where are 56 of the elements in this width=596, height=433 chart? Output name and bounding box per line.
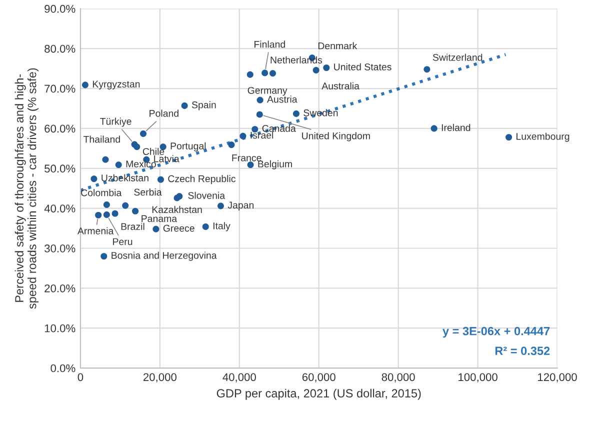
- data-label: Panama: [142, 215, 178, 222]
- y-tick-label: 70.0%: [44, 84, 76, 93]
- data-label: Finland: [254, 40, 285, 48]
- data-label: Latvia: [154, 155, 180, 162]
- data-label: Ireland: [442, 124, 470, 132]
- x-tick-label: 120,000: [538, 373, 577, 382]
- data-label: Australia: [322, 82, 360, 90]
- annotation: R² = 0.352: [495, 346, 550, 356]
- data-label: United States: [334, 63, 392, 70]
- y-tick-label: 60.0%: [44, 124, 76, 133]
- data-label: Colombia: [81, 189, 122, 196]
- data-label: Belgium: [258, 160, 292, 170]
- y-tick-label: 30.0%: [44, 244, 76, 252]
- data-label: Poland: [150, 110, 178, 117]
- data-label: Switzerland: [432, 54, 482, 61]
- data-label: France: [232, 154, 262, 162]
- data-label: Spain: [192, 101, 216, 110]
- data-label: Luxembourg: [516, 132, 570, 142]
- data-label: Chile: [142, 148, 164, 155]
- y-tick-label: 0.0%: [50, 364, 76, 372]
- data-label: Bosnia and Herzegovina: [112, 252, 217, 261]
- x-tick-label: 80,000: [382, 373, 415, 382]
- data-label: Denmark: [318, 42, 358, 50]
- data-label: Japan: [228, 202, 254, 210]
- x-tick-label: 100,000: [458, 373, 498, 382]
- data-label: Portugal: [170, 142, 206, 152]
- y-tick-label: 50.0%: [44, 164, 76, 173]
- x-tick-label: 40,000: [222, 373, 256, 382]
- annotation: y = 3E-06x + 0.4447: [442, 326, 550, 338]
- x-tick-label: 20,000: [143, 373, 176, 382]
- data-label: Kyrgyzstan: [92, 80, 140, 90]
- data-label: Czech Republic: [168, 175, 236, 184]
- data-label: Kazakhstan: [152, 206, 202, 214]
- y-tick-label: 20.0%: [44, 284, 76, 292]
- y-tick-label: 40.0%: [44, 204, 76, 212]
- data-label: Italy: [213, 222, 230, 232]
- x-tick-label: 60,000: [302, 373, 336, 382]
- x-tick-label: 0: [78, 373, 84, 382]
- data-label: United Kingdom: [302, 132, 370, 142]
- y-tick-label: 10.0%: [44, 324, 76, 332]
- y-tick-label: 90.0%: [44, 4, 76, 13]
- data-label: Armenia: [77, 227, 114, 234]
- data-label: Slovenia: [188, 192, 226, 199]
- data-label: Thailand: [83, 136, 120, 143]
- data-label: Greece: [163, 224, 194, 232]
- y-tick-label: 80.0%: [44, 44, 76, 53]
- data-label: Austria: [267, 96, 298, 103]
- data-label: Serbia: [134, 188, 162, 196]
- y-axis-title: Perceived safety of thoroughfares and high- speed roads within cities - car drivers (% safe): [14, 68, 39, 309]
- data-label: Brazil: [121, 222, 144, 230]
- data-label: Germany: [248, 86, 288, 96]
- data-label: Türkiye: [100, 118, 132, 127]
- data-label: Netherlands: [270, 56, 322, 64]
- data-label: Peru: [113, 238, 132, 246]
- data-label: Mexico: [126, 160, 156, 168]
- x-axis-title: GDP per capita, 2021 (US dollar, 2015): [216, 388, 421, 400]
